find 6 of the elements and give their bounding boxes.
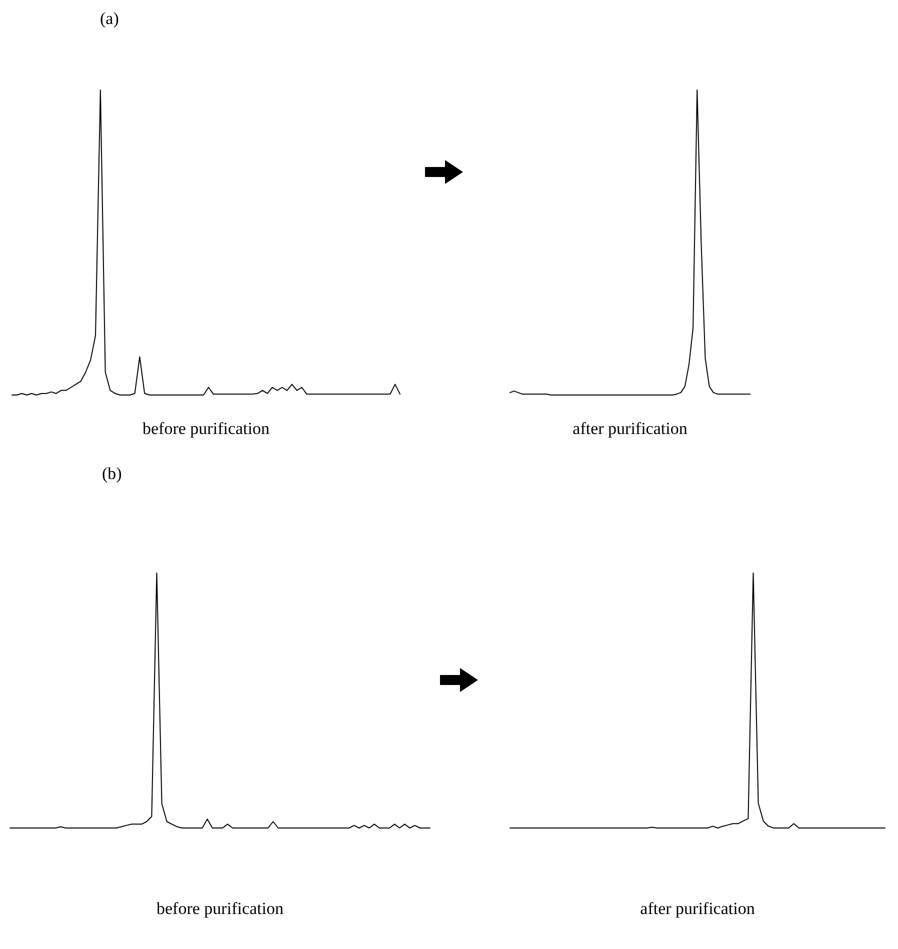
chart-title: (a)	[100, 9, 119, 28]
x-axis-title: after purification	[572, 419, 688, 438]
x-axis-title: before purification	[142, 419, 270, 438]
x-axis-title: after purification	[640, 899, 756, 918]
x-axis-title: before purification	[156, 899, 284, 918]
chart-title: (b)	[102, 464, 122, 483]
